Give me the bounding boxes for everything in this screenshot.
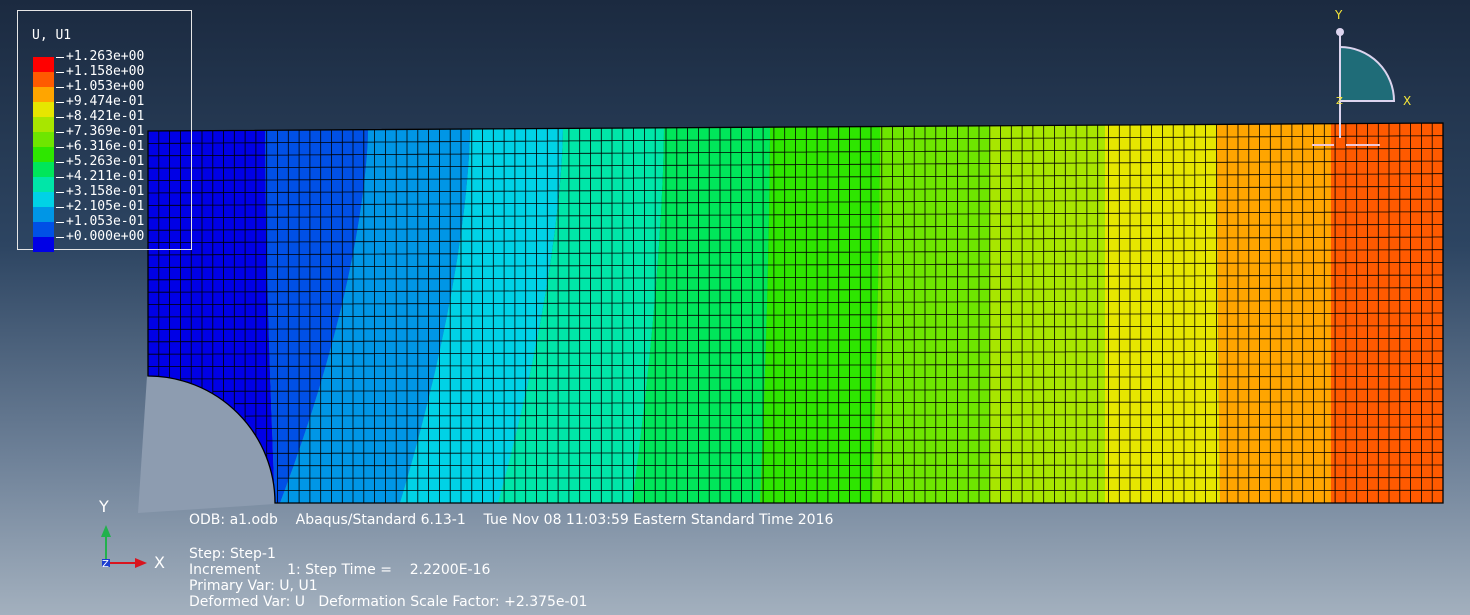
legend-tick [56, 87, 64, 88]
legend-label: +2.105e-01 [66, 199, 145, 214]
legend-swatch [33, 192, 54, 207]
legend-swatch [33, 132, 54, 147]
view-triad-quarter-disc [1339, 45, 1396, 102]
legend-label: +5.263e-01 [66, 154, 145, 169]
legend-swatch [33, 177, 54, 192]
legend-tick [56, 192, 64, 193]
legend-tick [56, 102, 64, 103]
legend-tick [56, 237, 64, 238]
triad-x-label: X [154, 553, 165, 572]
legend-swatch [33, 87, 54, 102]
legend-swatch [33, 162, 54, 177]
legend-label: +4.211e-01 [66, 169, 145, 184]
legend-tick [56, 132, 64, 133]
legend-swatch [33, 117, 54, 132]
odb-info-line: ODB: a1.odb Abaqus/Standard 6.13-1 Tue N… [189, 512, 834, 528]
deformed-var-line: Deformed Var: U Deformation Scale Factor… [189, 594, 588, 610]
legend-tick [56, 177, 64, 178]
legend-label: +9.474e-01 [66, 94, 145, 109]
triad-y-arrowhead [101, 525, 111, 537]
legend-swatch [33, 207, 54, 222]
global-axis-triad: Y X Z [98, 497, 165, 572]
triad-z-label: Z [102, 559, 109, 570]
legend-tick [56, 207, 64, 208]
circular-cutout [138, 375, 276, 513]
legend-swatch [33, 72, 54, 87]
legend-swatch [33, 147, 54, 162]
legend-label: +1.053e+00 [66, 79, 145, 94]
legend-swatch [33, 102, 54, 117]
legend-label: +1.158e+00 [66, 64, 145, 79]
increment-info-line: Increment 1: Step Time = 2.2200E-16 [189, 562, 491, 578]
legend-tick [56, 162, 64, 163]
legend-tick [56, 57, 64, 58]
contour-legend: U, U1 +1.263e+00 +1.158e+00 +1.053e+00 +9.4… [17, 10, 192, 252]
legend-tick [56, 222, 64, 223]
legend-swatch [33, 57, 54, 72]
view-triad-x-label: X [1403, 94, 1411, 108]
legend-tick [56, 72, 64, 73]
legend-label: +0.000e+00 [66, 229, 145, 244]
legend-tick [56, 147, 64, 148]
triad-y-label: Y [98, 497, 109, 516]
triad-x-arrowhead [135, 558, 147, 568]
legend-title: U, U1 [32, 28, 72, 43]
legend-label: +3.158e-01 [66, 184, 145, 199]
view-triad-y-label: Y [1334, 8, 1343, 22]
view-orientation-triad: Y X Z [1312, 8, 1411, 146]
view-triad-z-label: Z [1336, 96, 1343, 107]
triad-z-marker [102, 559, 110, 567]
legend-swatch [33, 237, 54, 252]
legend-label: +8.421e-01 [66, 109, 145, 124]
mesh-gridlines [147, 123, 1444, 503]
legend-swatch [33, 222, 54, 237]
legend-label: +1.053e-01 [66, 214, 145, 229]
primary-var-line: Primary Var: U, U1 [189, 578, 318, 594]
step-info-line: Step: Step-1 [189, 546, 276, 562]
legend-label: +1.263e+00 [66, 49, 145, 64]
legend-tick [56, 117, 64, 118]
legend-label: +6.316e-01 [66, 139, 145, 154]
mesh-outline [147, 122, 1444, 504]
view-triad-y-dot [1336, 28, 1344, 36]
legend-label: +7.369e-01 [66, 124, 145, 139]
